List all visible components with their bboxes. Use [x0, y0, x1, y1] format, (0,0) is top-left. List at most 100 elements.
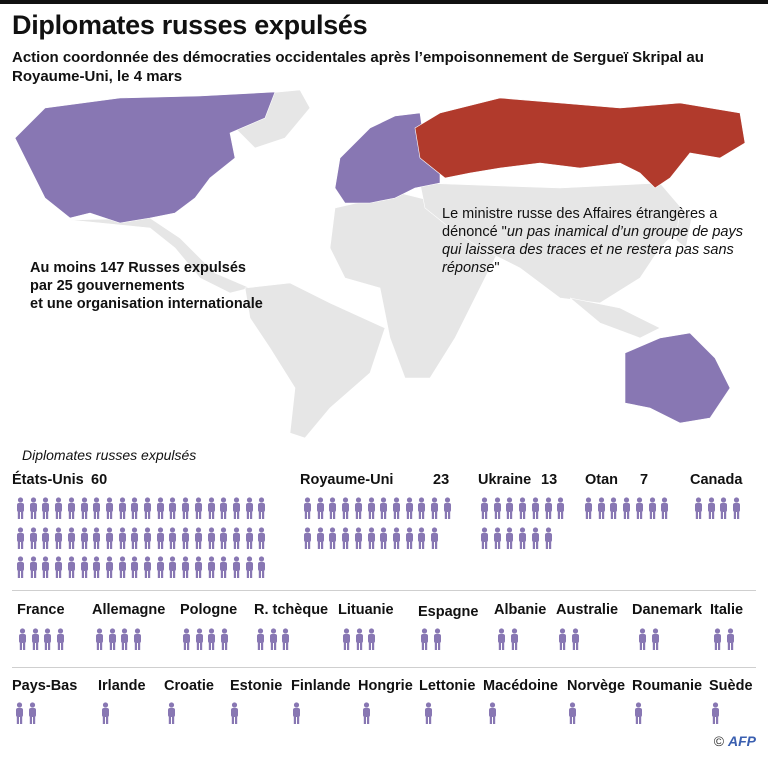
person-icon — [293, 702, 300, 724]
person-icon — [610, 497, 618, 519]
person-icon — [19, 628, 26, 650]
person-icon — [433, 628, 441, 650]
person-icon — [245, 526, 253, 549]
person-icon — [156, 526, 164, 549]
person-icon — [118, 556, 126, 578]
summary-line: Au moins 147 Russes expulsés — [30, 260, 246, 276]
person-icon — [232, 497, 240, 519]
person-icon — [208, 628, 216, 650]
country-label: Hongrie — [358, 678, 413, 694]
top-rule — [0, 0, 768, 4]
person-icon — [367, 497, 375, 519]
country-label: Croatie — [164, 678, 214, 694]
person-icon — [245, 556, 253, 578]
person-icon — [392, 497, 400, 519]
person-icon — [67, 497, 75, 519]
person-icon — [544, 526, 552, 549]
person-icon — [258, 497, 266, 519]
person-icon — [405, 497, 413, 519]
person-icon — [194, 526, 202, 549]
person-icon — [354, 526, 362, 549]
person-icon — [93, 556, 101, 578]
person-icon — [195, 628, 203, 650]
person-icon — [183, 628, 190, 650]
country-label: États-Unis — [12, 472, 84, 488]
person-icon — [168, 702, 175, 724]
person-icon — [714, 628, 721, 650]
person-icon — [44, 628, 52, 650]
person-icon — [405, 526, 413, 549]
person-icon — [431, 497, 438, 519]
person-icon — [506, 497, 514, 519]
person-icon — [42, 497, 50, 519]
person-icon — [131, 526, 139, 549]
south-america — [244, 282, 386, 439]
country-label: Irlande — [98, 678, 146, 694]
person-icon — [29, 497, 37, 519]
person-icon — [207, 497, 215, 519]
person-icon — [207, 556, 215, 578]
person-icon — [102, 702, 109, 724]
person-icon — [639, 628, 646, 650]
person-icon — [635, 497, 643, 519]
person-icon — [380, 526, 388, 549]
person-icon — [648, 497, 656, 519]
person-icon — [121, 628, 129, 650]
country-label: France — [17, 602, 65, 618]
person-icon — [368, 628, 376, 650]
person-icon — [67, 526, 75, 549]
person-icon — [733, 497, 741, 519]
person-icon — [105, 556, 113, 578]
person-icon — [329, 526, 337, 549]
person-icon — [342, 526, 350, 549]
person-icon — [118, 497, 126, 519]
person-icon — [108, 628, 116, 650]
person-icon — [144, 526, 151, 549]
person-icon — [557, 497, 565, 519]
country-label: Suède — [709, 678, 753, 694]
country-label: Norvège — [567, 678, 626, 694]
country-label: Estonie — [230, 678, 283, 694]
person-icon — [651, 628, 659, 650]
person-icon — [380, 497, 388, 519]
person-icon — [232, 526, 240, 549]
person-icon — [156, 497, 164, 519]
person-icon — [144, 556, 151, 578]
person-icon — [169, 497, 177, 519]
quote-note: Le ministre russe des Affaires étrangère… — [442, 205, 762, 277]
country-label: Ukraine — [478, 472, 532, 488]
world-map — [14, 89, 746, 439]
person-icon — [16, 702, 23, 724]
person-icon — [493, 526, 501, 549]
person-icon — [29, 556, 37, 578]
person-icon — [29, 526, 37, 549]
canada-usa — [14, 91, 276, 224]
country-label: Canada — [690, 472, 743, 488]
country-label: Italie — [710, 602, 744, 618]
summary-note: Au moins 147 Russes expulsés par 25 gouv… — [30, 259, 263, 313]
person-icon — [316, 526, 324, 549]
europe — [334, 112, 441, 204]
count-label: 7 — [640, 472, 649, 488]
person-icon — [726, 628, 734, 650]
country-label: Pologne — [180, 602, 238, 618]
copyright-symbol: © — [713, 733, 725, 749]
person-icon — [93, 497, 101, 519]
count-label: 23 — [433, 472, 450, 488]
person-icon — [569, 702, 576, 724]
person-icon — [182, 497, 190, 519]
person-icon — [269, 628, 277, 650]
person-icon — [354, 497, 362, 519]
person-icon — [169, 526, 177, 549]
person-icon — [31, 628, 39, 650]
person-icon — [118, 526, 126, 549]
person-icon — [329, 497, 337, 519]
country-label: Finlande — [291, 678, 351, 694]
person-icon — [17, 526, 24, 549]
quote-text: un pas inamical d’un groupe de pays qui … — [442, 224, 743, 276]
person-icon — [421, 628, 428, 650]
person-icon — [510, 628, 518, 650]
person-icon — [169, 556, 177, 578]
person-icon — [220, 497, 228, 519]
person-icon — [304, 497, 311, 519]
